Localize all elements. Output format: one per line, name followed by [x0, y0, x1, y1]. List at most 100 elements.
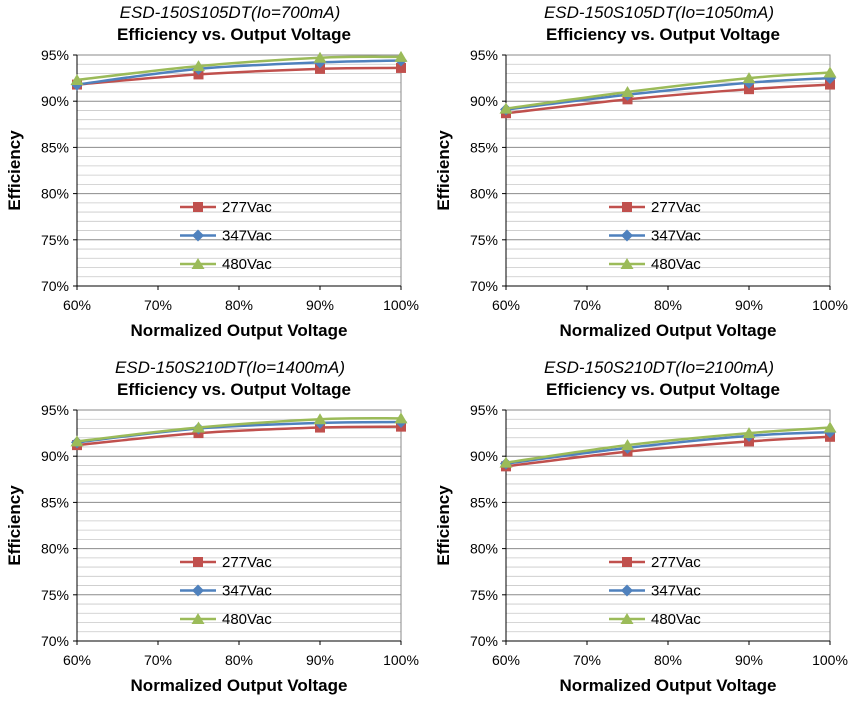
data-point-480Vac — [499, 102, 513, 114]
x-tick-label: 70% — [573, 297, 601, 313]
x-tick-label: 70% — [144, 652, 172, 668]
legend-label-347Vac: 347Vac — [222, 228, 272, 245]
legend-marker-277Vac — [622, 557, 632, 567]
legend-label-480Vac: 480Vac — [222, 256, 272, 273]
legend-marker-347Vac — [192, 229, 204, 242]
data-point-480Vac — [621, 439, 634, 451]
data-point-480Vac — [823, 66, 837, 78]
legend-marker-480Vac — [620, 613, 634, 624]
plot-area-border — [76, 54, 402, 287]
data-point-480Vac — [394, 412, 408, 424]
data-point-480Vac — [742, 72, 756, 84]
y-tick-label: 80% — [470, 186, 498, 202]
y-tick-label: 90% — [470, 448, 498, 464]
y-tick-label: 85% — [470, 494, 498, 510]
y-tick-label: 70% — [470, 278, 498, 294]
legend-marker-347Vac — [621, 584, 633, 597]
legend-marker-480Vac — [191, 258, 205, 269]
legend-label-347Vac: 347Vac — [651, 228, 701, 245]
x-axis-label: Normalized Output Voltage — [560, 676, 777, 695]
legend-label-347Vac: 347Vac — [651, 583, 701, 600]
series-line-480Vac — [505, 71, 831, 110]
x-tick-label: 100% — [812, 297, 848, 313]
x-axis-label: Normalized Output Voltage — [131, 321, 348, 340]
x-tick-label: 90% — [735, 652, 763, 668]
y-axis-label: Efficiency — [434, 485, 453, 566]
y-axis-label: Efficiency — [5, 485, 24, 566]
y-tick-label: 70% — [41, 633, 69, 649]
chart-subtitle: Efficiency vs. Output Voltage — [117, 25, 351, 44]
legend-marker-480Vac — [620, 258, 634, 269]
x-tick-label: 100% — [383, 297, 419, 313]
x-tick-label: 80% — [225, 297, 253, 313]
chart-panel-1: ESD-150S105DT(Io=700mA) Efficiency vs. Ou… — [0, 0, 429, 355]
data-point-480Vac — [192, 421, 205, 433]
x-axis-label: Normalized Output Voltage — [131, 676, 348, 695]
data-point-277Vac — [744, 84, 754, 95]
x-tick-label: 60% — [63, 297, 91, 313]
y-tick-label: 80% — [41, 541, 69, 557]
chart-panel-2: ESD-150S105DT(Io=1050mA) Efficiency vs. O… — [429, 0, 858, 355]
plot-area-border — [76, 409, 402, 642]
legend-marker-277Vac — [193, 557, 203, 567]
chart-svg-3: ESD-150S210DT(Io=1400mA) Efficiency vs. O… — [5, 358, 419, 695]
x-tick-label: 80% — [654, 297, 682, 313]
y-tick-label: 85% — [470, 139, 498, 155]
data-point-480Vac — [823, 421, 837, 433]
y-tick-label: 95% — [41, 47, 69, 63]
y-tick-label: 80% — [470, 541, 498, 557]
legend-label-480Vac: 480Vac — [222, 611, 272, 628]
x-tick-label: 80% — [654, 652, 682, 668]
legend-marker-480Vac — [191, 613, 205, 624]
chart-title: ESD-150S105DT(Io=1050mA) — [544, 3, 774, 22]
legend-marker-347Vac — [621, 229, 633, 242]
chart-panel-3: ESD-150S210DT(Io=1400mA) Efficiency vs. O… — [0, 355, 429, 710]
series-line-480Vac — [76, 55, 402, 82]
y-tick-label: 75% — [41, 232, 69, 248]
y-tick-label: 85% — [41, 139, 69, 155]
legend-marker-347Vac — [192, 584, 204, 597]
y-tick-label: 70% — [470, 633, 498, 649]
data-point-480Vac — [313, 413, 327, 425]
chart-svg-1: ESD-150S105DT(Io=700mA) Efficiency vs. Ou… — [5, 3, 419, 340]
x-tick-label: 70% — [144, 297, 172, 313]
legend-marker-277Vac — [193, 202, 203, 212]
data-point-480Vac — [621, 85, 634, 97]
x-tick-label: 100% — [383, 652, 419, 668]
x-axis-label: Normalized Output Voltage — [560, 321, 777, 340]
data-point-480Vac — [70, 435, 84, 447]
chart-subtitle: Efficiency vs. Output Voltage — [117, 380, 351, 399]
y-tick-label: 75% — [470, 232, 498, 248]
data-point-480Vac — [394, 50, 408, 62]
y-tick-label: 95% — [470, 402, 498, 418]
x-tick-label: 70% — [573, 652, 601, 668]
legend-marker-277Vac — [622, 202, 632, 212]
data-point-277Vac — [396, 62, 406, 73]
x-tick-label: 60% — [63, 652, 91, 668]
series-line-347Vac — [505, 76, 831, 111]
y-tick-label: 95% — [470, 47, 498, 63]
y-tick-label: 95% — [41, 402, 69, 418]
chart-title: ESD-150S105DT(Io=700mA) — [120, 3, 341, 22]
y-tick-label: 90% — [41, 448, 69, 464]
series-line-347Vac — [505, 430, 831, 465]
data-point-480Vac — [313, 51, 327, 63]
x-tick-label: 80% — [225, 652, 253, 668]
series-line-347Vac — [76, 59, 402, 86]
y-axis-label: Efficiency — [434, 130, 453, 211]
series-line-277Vac — [76, 66, 402, 86]
chart-subtitle: Efficiency vs. Output Voltage — [546, 25, 780, 44]
x-tick-label: 60% — [492, 297, 520, 313]
legend-label-277Vac: 277Vac — [651, 554, 701, 571]
x-tick-label: 100% — [812, 652, 848, 668]
chart-panel-4: ESD-150S210DT(Io=2100mA) Efficiency vs. O… — [429, 355, 858, 710]
x-tick-label: 90% — [735, 297, 763, 313]
series-line-277Vac — [505, 435, 831, 468]
legend-label-277Vac: 277Vac — [222, 554, 272, 571]
chart-title: ESD-150S210DT(Io=1400mA) — [115, 358, 345, 377]
x-tick-label: 90% — [306, 652, 334, 668]
legend-label-277Vac: 277Vac — [222, 199, 272, 216]
x-tick-label: 60% — [492, 652, 520, 668]
y-tick-label: 90% — [41, 93, 69, 109]
series-line-480Vac — [76, 417, 402, 443]
